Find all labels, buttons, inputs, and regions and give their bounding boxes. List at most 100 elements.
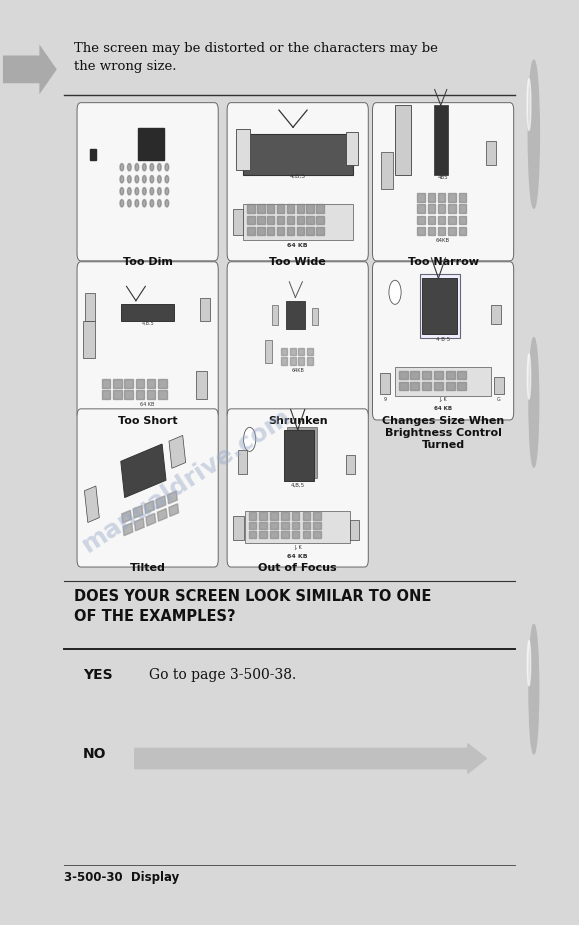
Bar [448,216,456,224]
Circle shape [157,200,161,207]
Bar [233,516,244,540]
Text: Too Narrow: Too Narrow [408,257,479,267]
Bar [158,379,167,388]
Bar [135,390,144,399]
Bar [446,382,455,390]
Text: 64 KB: 64 KB [287,243,308,248]
Bar [411,382,419,390]
Bar [438,216,445,224]
Polygon shape [169,436,186,468]
Bar [236,129,250,170]
Bar [267,204,274,213]
Text: 9: 9 [384,397,387,401]
Bar [313,522,321,529]
Bar [287,426,317,477]
Polygon shape [156,496,166,509]
FancyBboxPatch shape [372,262,514,420]
Bar [417,204,425,213]
Text: 4B5: 4B5 [438,175,448,179]
Circle shape [135,200,139,207]
Bar [238,450,247,474]
Polygon shape [146,513,156,526]
Polygon shape [133,505,143,518]
Polygon shape [3,44,57,94]
Bar [86,293,95,321]
Text: J, K: J, K [294,546,302,550]
Bar [459,193,466,202]
Text: The screen may be distorted or the characters may be
the wrong size.: The screen may be distorted or the chara… [74,42,438,73]
Circle shape [527,353,531,400]
Bar [257,216,265,224]
Text: NO: NO [83,747,107,761]
Bar [257,227,265,235]
Text: DOES YOUR SCREEN LOOK SIMILAR TO ONE
OF THE EXAMPLES?: DOES YOUR SCREEN LOOK SIMILAR TO ONE OF … [74,589,431,624]
Bar [121,303,174,321]
Bar [306,227,314,235]
Bar [296,216,304,224]
Text: 4,B.5: 4,B.5 [141,321,154,327]
Text: Go to page 3-500-38.: Go to page 3-500-38. [149,668,296,682]
Bar [83,321,95,358]
Bar [277,227,284,235]
Bar [287,216,294,224]
Circle shape [527,79,531,130]
Bar [259,512,267,520]
Text: 4,B,5: 4,B,5 [291,482,305,487]
Bar [147,390,155,399]
Circle shape [529,338,538,467]
Bar [422,371,431,379]
Bar [381,152,393,189]
Polygon shape [121,444,166,498]
Polygon shape [123,523,133,536]
Bar [247,227,255,235]
FancyBboxPatch shape [372,103,514,261]
Bar [346,132,357,165]
Bar [428,227,435,235]
Circle shape [135,188,139,195]
Bar [281,357,287,364]
Bar [290,357,296,364]
Bar [434,371,443,379]
Bar [446,371,455,379]
FancyBboxPatch shape [77,103,218,261]
FancyBboxPatch shape [227,409,368,567]
Bar [124,379,133,388]
Bar [313,512,321,520]
Bar [292,522,299,529]
Bar [272,304,278,325]
Bar [346,455,355,474]
Circle shape [150,176,154,183]
Bar [158,390,167,399]
Bar [243,134,353,175]
Circle shape [142,164,146,171]
Bar [124,390,133,399]
Bar [428,193,435,202]
Circle shape [157,176,161,183]
Bar [395,367,491,396]
Bar [270,522,278,529]
Circle shape [529,624,538,754]
Bar [200,298,210,321]
Bar [287,204,294,213]
Text: manualdrive.com: manualdrive.com [77,404,295,558]
Circle shape [165,188,168,195]
Bar [102,379,111,388]
Polygon shape [157,509,167,522]
Bar [316,216,324,224]
Text: 64KB: 64KB [436,239,450,243]
Bar [257,204,265,213]
Text: Shrunken: Shrunken [268,416,328,426]
Circle shape [142,200,146,207]
Bar [292,531,299,538]
Bar [259,522,267,529]
Circle shape [120,188,124,195]
Polygon shape [85,486,99,523]
FancyBboxPatch shape [77,262,218,420]
Bar [259,531,267,538]
Bar [395,105,412,175]
Bar [457,371,466,379]
Text: 64 KB: 64 KB [287,554,308,559]
Bar [428,204,435,213]
Circle shape [150,188,154,195]
Bar [249,522,256,529]
